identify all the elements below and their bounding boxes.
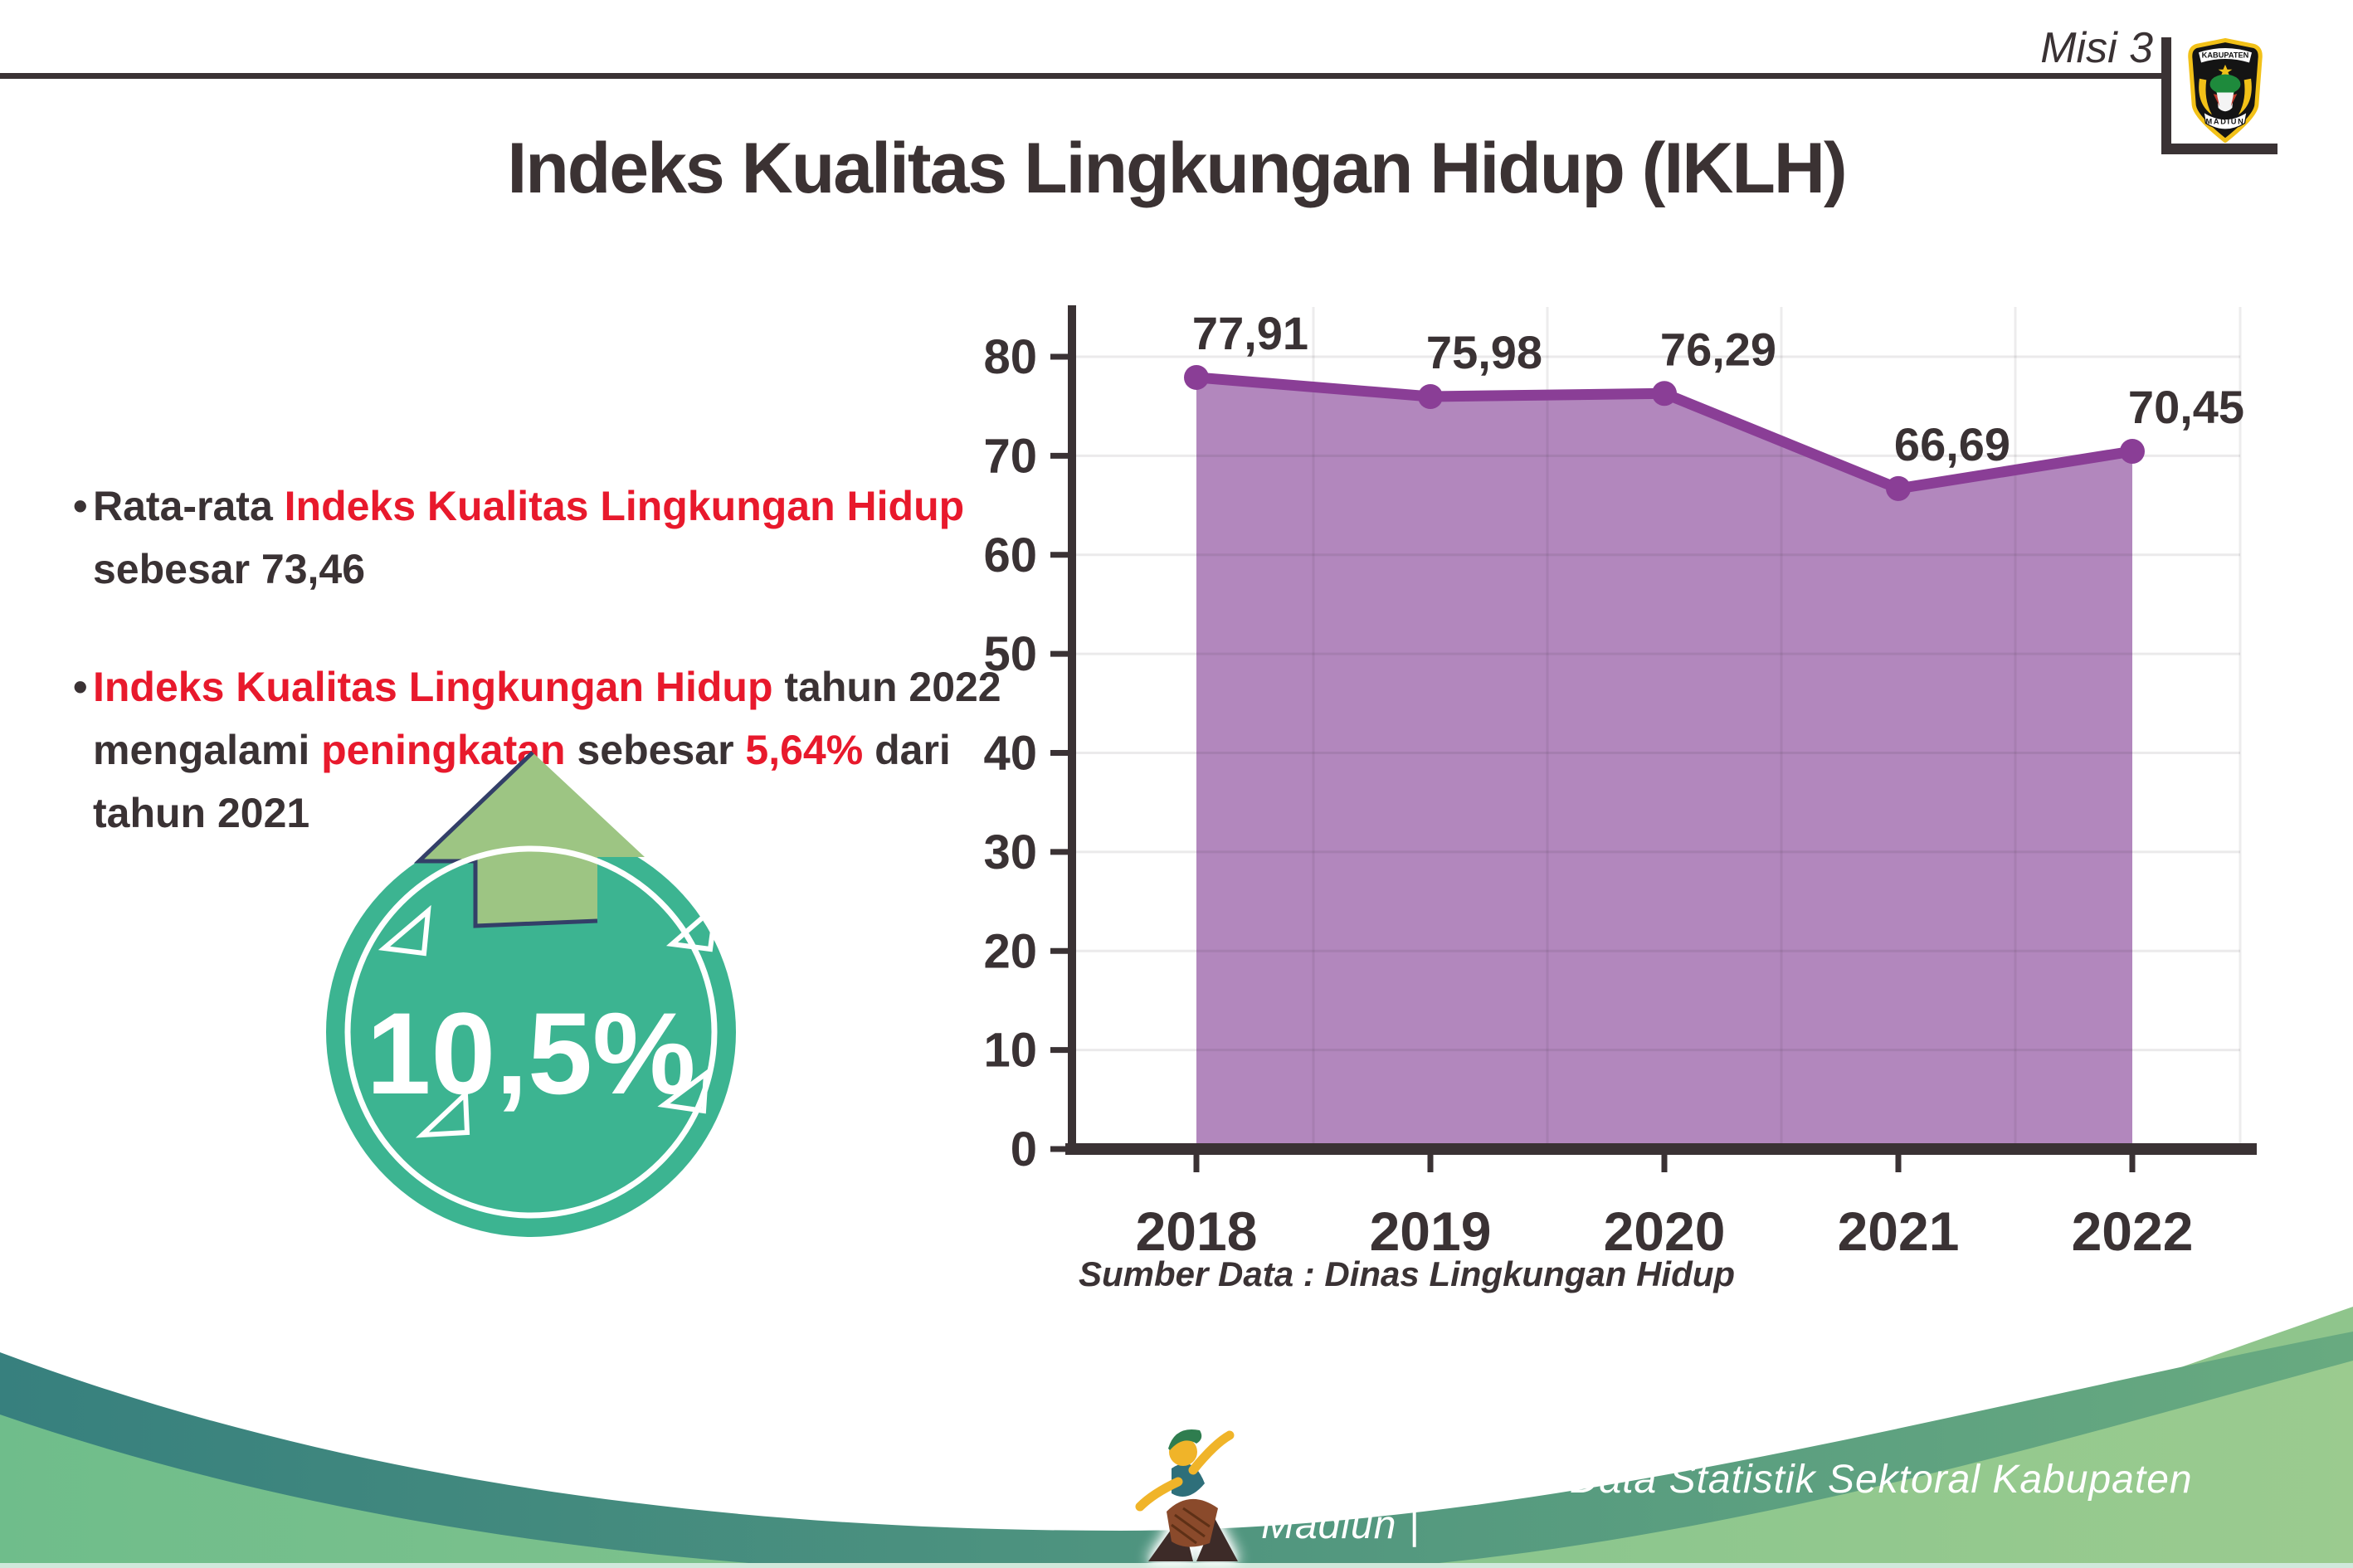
mascot-skirt <box>1167 1498 1218 1547</box>
value-label: 66,69 <box>1894 418 2010 470</box>
bullet-iklh-increase: • Indeks Kualitas Lingkungan Hidup tahun… <box>73 655 1019 845</box>
y-tick-label: 60 <box>983 528 1037 582</box>
value-label: 77,91 <box>1192 307 1308 359</box>
bullet1-line1: Rata-rata Indeks Kualitas Lingkungan Hid… <box>93 483 965 529</box>
chart-source-note: Sumber Data : Dinas Lingkungan Hidup <box>1079 1254 1736 1293</box>
logo-bottom-banner <box>2203 110 2248 130</box>
mascot-head <box>1169 1438 1197 1466</box>
bullet-dot: • <box>73 664 88 710</box>
chart-point <box>2120 439 2145 465</box>
bullet2-line3: tahun 2021 <box>93 790 310 836</box>
y-tick-label: 30 <box>983 825 1037 879</box>
x-tick-label: 2021 <box>1838 1200 1960 1262</box>
y-tick-label: 20 <box>983 924 1037 978</box>
footer-wave-teal <box>0 1332 2353 1568</box>
mascot-arm-right <box>1188 1430 1235 1475</box>
chart-point <box>1418 383 1443 409</box>
badge-spark-bottom-right <box>657 1068 709 1114</box>
logo-ribbon-left <box>2213 94 2220 107</box>
chart-point <box>1184 364 1209 390</box>
bullet-dot: • <box>73 483 88 529</box>
bullet2-line2: mengalami peningkatan sebesar 5,64% dari <box>93 727 951 773</box>
increase-badge: 10,5% <box>326 751 736 1237</box>
logo-wing-right <box>2238 78 2252 115</box>
logo-inner-shield <box>2216 92 2234 112</box>
logo-frame-vertical <box>2161 37 2171 154</box>
value-label: 75,98 <box>1426 326 1542 378</box>
bullet-average-iklh: • Rata-rata Indeks Kualitas Lingkungan H… <box>73 475 1019 601</box>
footer-wave-front-green <box>0 1361 2353 1568</box>
y-tick-label: 10 <box>983 1024 1037 1078</box>
x-tick-label: 2018 <box>1136 1200 1258 1262</box>
y-tick-label: 0 <box>1011 1122 1037 1176</box>
mascot-cap <box>1168 1429 1202 1450</box>
badge-spark-top-right <box>665 899 720 952</box>
header-divider <box>0 73 2161 79</box>
footer-bottom-strip <box>0 1563 2353 1568</box>
misi-label: Misi 3 <box>2040 24 2153 72</box>
logo-top-banner <box>2197 46 2253 65</box>
y-tick-label: 80 <box>983 330 1037 384</box>
footer-wave <box>0 1307 2353 1568</box>
footer-caption: Media Infografis Data Statistik Sektoral… <box>1261 1458 2193 1547</box>
x-tick-label: 2019 <box>1370 1200 1492 1262</box>
mascot-dancer-icon <box>1135 1429 1238 1561</box>
bullet1-line2: sebesar 73,46 <box>93 546 366 592</box>
bullet2-line1: Indeks Kualitas Lingkungan Hidup tahun 2… <box>93 664 1001 710</box>
badge-spark-top-left <box>378 904 431 957</box>
page-title: Indeks Kualitas Lingkungan Hidup (IKLH) <box>507 128 1847 208</box>
logo-frame-horizontal <box>2161 144 2277 154</box>
mascot-skirt-pattern <box>1171 1507 1211 1545</box>
chart-point <box>1886 475 1911 501</box>
iklh-area-chart: 77,91 75,98 76,29 66,69 70,45 0 10 20 30 40 50 60 70… <box>983 305 2257 1262</box>
x-tick-label: 2022 <box>2072 1200 2194 1262</box>
y-tick-label: 50 <box>983 627 1037 681</box>
value-label: 70,45 <box>2128 381 2244 433</box>
badge-spark-bottom-left <box>415 1088 470 1138</box>
logo-wing-left <box>2199 78 2213 115</box>
badge-value: 10,5% <box>367 988 696 1118</box>
chart-point <box>1652 381 1677 407</box>
logo-tree-crown <box>2214 88 2237 95</box>
mascot-arm-left <box>1135 1477 1183 1512</box>
badge-ring <box>344 845 718 1219</box>
value-label: 76,29 <box>1660 323 1776 375</box>
logo-tree <box>2209 74 2241 95</box>
logo-top-text: KABUPATEN <box>2202 51 2249 60</box>
y-tick-label: 70 <box>983 429 1037 483</box>
up-arrow-outline <box>413 751 598 928</box>
summary-bullets: • Rata-rata Indeks Kualitas Lingkungan H… <box>73 475 1019 899</box>
logo-ribbon-right <box>2230 94 2238 107</box>
chart-area <box>1196 377 2132 1150</box>
logo-bottom-text: MADIUN <box>2205 117 2244 125</box>
x-tick-label: 2020 <box>1604 1200 1726 1262</box>
kabupaten-madiun-logo-icon: KABUPATEN MADIUN <box>2188 38 2263 143</box>
y-tick-label: 40 <box>983 727 1037 781</box>
logo-star <box>2218 64 2233 78</box>
mascot-leg-right <box>1196 1518 1238 1561</box>
